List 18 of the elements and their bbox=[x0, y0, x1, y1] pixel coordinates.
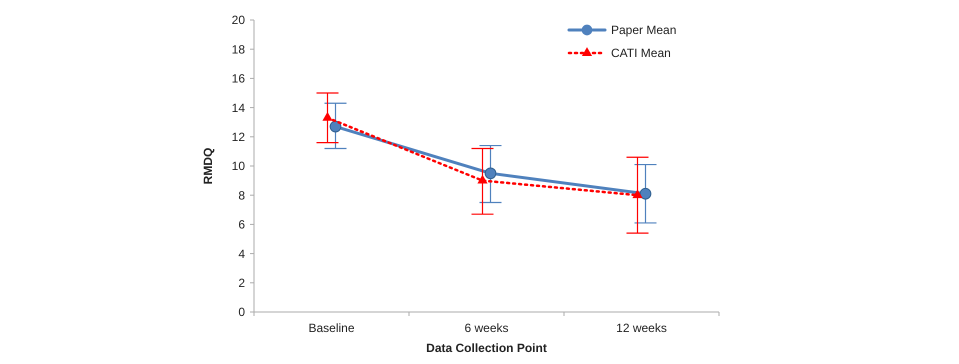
x-tick-label: Baseline bbox=[308, 321, 355, 335]
y-tick-label: 16 bbox=[232, 72, 246, 86]
y-tick-label: 2 bbox=[238, 276, 246, 290]
y-tick-label: 20 bbox=[232, 13, 246, 28]
legend-label: CATI Mean bbox=[611, 46, 671, 60]
y-tick-label: 12 bbox=[232, 130, 246, 144]
x-axis-title: Data Collection Point bbox=[426, 341, 547, 355]
x-tick-label: 12 weeks bbox=[616, 321, 667, 335]
y-tick-label: 18 bbox=[232, 42, 246, 56]
y-tick-label: 14 bbox=[232, 100, 246, 115]
y-tick-label: 8 bbox=[238, 188, 246, 202]
y-tick-label: 6 bbox=[238, 218, 246, 232]
x-tick-label: 6 weeks bbox=[464, 321, 509, 335]
y-tick-label: 4 bbox=[238, 246, 246, 261]
y-axis-title: RMDQ bbox=[201, 148, 215, 184]
y-tick-label: 10 bbox=[232, 159, 246, 174]
legend-label: Paper Mean bbox=[611, 23, 676, 38]
y-tick-label: 0 bbox=[238, 305, 246, 320]
